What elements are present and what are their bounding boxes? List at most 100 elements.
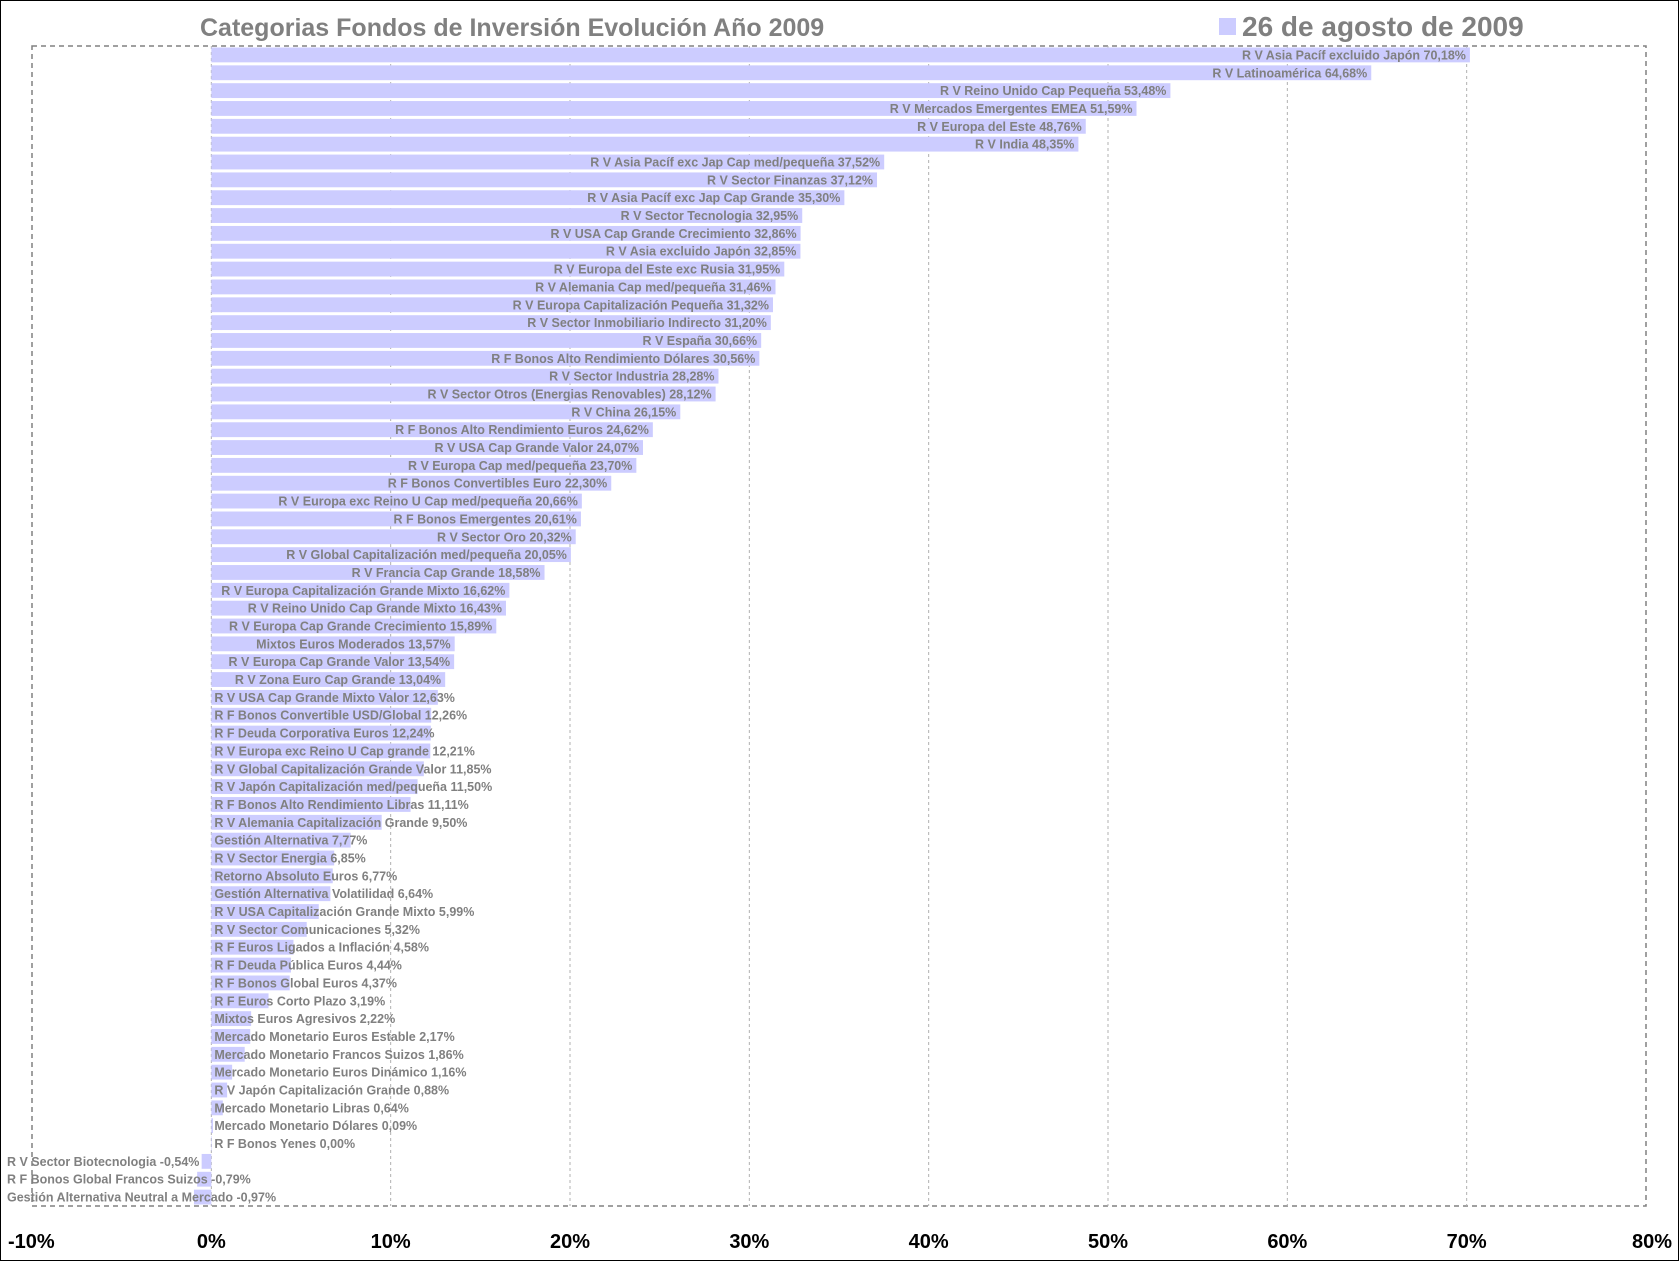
bar-data-label: R V Europa Cap med/pequeña 23,70% [408,459,632,473]
bar [211,672,446,687]
bar [211,440,643,455]
bar-data-label: R V Europa Cap Grande Crecimiento 15,89% [229,620,492,634]
bar-data-label: R V Europa del Este exc Rusia 31,95% [554,263,781,277]
bar-data-label: R V Sector Tecnologia 32,95% [621,209,799,223]
x-tick-label: 80% [1632,1231,1672,1253]
bar-data-label: R V Global Capitalización Grande Valor 1… [214,762,491,776]
bar [211,618,497,634]
bar-data-label: Mixtos Euros Agresivos 2,22% [214,1012,395,1026]
bar [211,921,307,937]
bar-data-label: R V China 26,15% [571,405,676,419]
bar-data-label: R V Sector Inmobiliario Indirecto 31,20% [527,316,767,330]
bar-data-label: Gestión Alternativa Neutral a Mercado -0… [7,1191,276,1205]
bar [211,636,455,652]
bar [211,386,716,402]
bar-data-label: Gestión Alternativa Volatilidad 6,64% [214,887,433,901]
bar-data-label: R V India 48,35% [975,138,1074,152]
bar-data-label: R V Alemania Capitalización Grande 9,50% [214,816,467,830]
bar [201,1153,212,1169]
bar-data-label: R F Bonos Alto Rendimiento Dólares 30,56… [491,352,755,366]
bar-data-label: R F Bonos Global Euros 4,37% [214,976,397,990]
bar [211,529,576,545]
legend-swatch [1219,18,1236,35]
bar [211,565,545,580]
bar-data-label: Mercado Monetario Euros Dinámico 1,16% [214,1066,466,1080]
bar-data-label: R V Sector Oro 20,32% [437,530,572,544]
bar [211,689,438,705]
bar [211,404,681,420]
bar-data-label: R V USA Cap Grande Valor 24,07% [435,441,639,455]
bar-data-label: R V España 30,66% [643,334,758,348]
bar-data-label: R V Global Capitalización med/pequeña 20… [286,548,567,562]
bar-data-label: R V Sector Otros (Energias Renovables) 2… [427,388,711,402]
bar-data-label: R V USA Cap Grande Crecimiento 32,86% [550,227,796,241]
bars-group [193,47,1470,1205]
bar [211,118,1086,134]
bar [211,654,455,670]
bar [211,797,411,812]
legend-label: 26 de agosto de 2009 [1242,11,1524,42]
bar-data-label: R V Sector Biotecnologia -0,54% [7,1155,199,1169]
bar [211,939,294,955]
bar [211,172,878,188]
bar-data-label: R V Zona Euro Cap Grande 13,04% [235,673,441,687]
bar [211,814,382,830]
bar-data-label: R V Japón Capitalización med/pequeña 11,… [214,780,492,794]
x-tick-label: 50% [1088,1231,1128,1253]
bar [211,707,432,723]
bar [211,761,424,777]
bar [211,83,1171,99]
bar-labels-group: R V Asia Pacíf excluido Japón 70,18% R V … [7,48,1466,1204]
bar-data-label: R F Bonos Alto Rendimiento Euros 24,62% [395,423,649,437]
bar-data-label: R V Sector Industria 28,28% [549,370,714,384]
bar [211,297,774,313]
bar-data-label: R V USA Cap Grande Mixto Valor 12,63% [214,691,455,705]
bar [211,47,1470,63]
bar [211,493,582,509]
bar [211,190,845,206]
bar-data-label: R V Reino Unido Cap Pequeña 53,48% [940,84,1166,98]
bar-data-label: R F Bonos Emergentes 20,61% [394,512,577,526]
bar-data-label: R V Europa exc Reino U Cap grande 12,21% [214,744,475,758]
bar-data-label: Retorno Absoluto Euros 6,77% [214,869,397,883]
x-tick-label: 20% [550,1231,590,1253]
bar [211,1082,228,1098]
bar [197,1171,212,1187]
bar [211,333,762,348]
bar [211,243,801,259]
bar-data-label: R F Bonos Yenes 0,00% [214,1137,355,1151]
bar [211,457,637,473]
bar [211,136,1079,152]
bar-data-label: R V Sector Finanzas 37,12% [707,173,873,187]
x-tick-label: 40% [909,1231,949,1253]
bar [211,975,290,991]
bar [211,208,803,223]
bar-data-label: R V Europa Cap Grande Valor 13,54% [229,655,451,669]
bar-data-label: R V Asia excluido Japón 32,85% [606,245,797,259]
bar [211,832,351,848]
bar-data-label: R F Bonos Convertibles Euro 22,30% [388,477,608,491]
bar [211,1029,251,1044]
bar [211,1046,245,1062]
bar-data-label: R V Sector Energia 6,85% [214,852,365,866]
bar [211,1118,213,1134]
bar [211,1011,252,1027]
bar [211,886,331,902]
bar-data-label: Gestión Alternativa 7,77% [214,834,367,848]
bar-data-label: R F Euros Ligados a Inflación 4,58% [214,941,429,955]
bar-data-label: R F Bonos Alto Rendimiento Libras 11,11% [214,798,468,812]
x-tick-label: 70% [1447,1231,1487,1253]
bar-data-label: R V Europa exc Reino U Cap med/pequeña 2… [278,495,577,509]
bar-data-label: R V Europa del Este 48,76% [917,120,1082,134]
chart-title: Categorias Fondos de Inversión Evolución… [200,14,824,42]
bar [211,743,431,759]
bar-data-label: R V Asia Pacíf exc Jap Cap med/pequeña 3… [590,156,880,170]
bar [211,600,506,616]
bar-data-label: Mercado Monetario Libras 0,64% [214,1101,409,1115]
bar [211,511,581,527]
bar [211,904,319,919]
bar [211,868,333,884]
bar [211,279,776,295]
bar [193,1189,212,1205]
bar-data-label: R V Reino Unido Cap Grande Mixto 16,43% [248,602,502,616]
